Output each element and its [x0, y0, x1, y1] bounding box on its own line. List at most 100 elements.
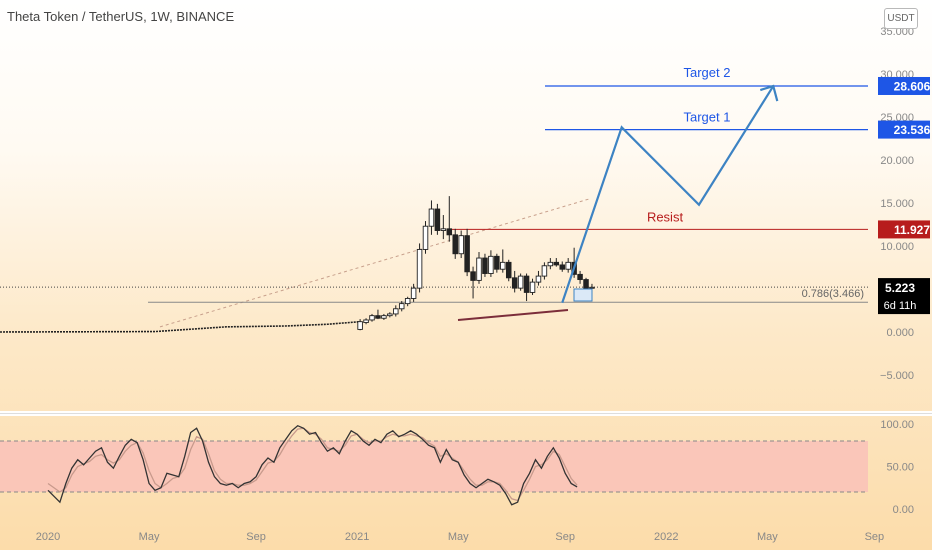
- candle-body-down: [482, 257, 488, 274]
- candle-body-up: [398, 303, 405, 310]
- candle[interactable]: [458, 230, 464, 259]
- candle[interactable]: [517, 273, 524, 291]
- candle-body-up: [589, 286, 595, 289]
- candle-body-up: [440, 228, 447, 231]
- candle-body-down: [375, 315, 381, 319]
- candle[interactable]: [381, 313, 387, 320]
- candle[interactable]: [369, 313, 375, 322]
- candle[interactable]: [565, 258, 571, 273]
- candle[interactable]: [541, 262, 548, 280]
- currency-badge[interactable]: USDT: [884, 8, 918, 29]
- candle[interactable]: [494, 253, 500, 273]
- candle[interactable]: [428, 200, 435, 235]
- rsi-axis-tick: 0.00: [893, 504, 914, 516]
- target2-label: Target 2: [684, 65, 731, 80]
- candle[interactable]: [482, 253, 488, 277]
- candle[interactable]: [410, 283, 417, 302]
- flat-price-line: [0, 320, 361, 333]
- candle[interactable]: [440, 215, 447, 240]
- candle-body-down: [446, 228, 453, 236]
- candle[interactable]: [404, 296, 411, 307]
- rsi-signal-line: [47, 427, 578, 502]
- candle-body-up: [500, 261, 506, 270]
- candle[interactable]: [529, 278, 536, 296]
- candle-body-down: [452, 234, 458, 255]
- time-axis-tick: May: [139, 531, 160, 543]
- support-trend-line: [457, 309, 569, 321]
- candle[interactable]: [535, 270, 542, 286]
- resist-price-label-bg: [878, 220, 930, 239]
- candle[interactable]: [398, 301, 405, 312]
- candle[interactable]: [434, 203, 441, 235]
- time-axis-tick: Sep: [865, 531, 885, 543]
- rsi-axis-tick: 100.00: [880, 419, 914, 431]
- candle-body-down: [583, 279, 589, 289]
- time-axis-tick: May: [757, 531, 778, 543]
- target1-price-label-bg: [878, 120, 930, 139]
- candle-body-up: [363, 319, 369, 323]
- candle[interactable]: [577, 270, 583, 284]
- entry-zone-box[interactable]: [573, 288, 593, 302]
- candle-body-up: [369, 315, 375, 321]
- candle[interactable]: [446, 196, 453, 242]
- time-axis-tick: 2021: [345, 531, 369, 543]
- candle[interactable]: [422, 221, 429, 254]
- candle-body-up: [547, 261, 554, 267]
- candle[interactable]: [505, 259, 512, 282]
- candle-body-up: [381, 315, 387, 319]
- candle-body-up: [488, 255, 494, 274]
- candle-body-up: [517, 275, 524, 289]
- candle-body-up: [422, 225, 429, 250]
- candle[interactable]: [470, 266, 476, 299]
- candle[interactable]: [363, 318, 369, 325]
- fib-label: 0.786(3.466): [802, 288, 864, 300]
- candle-body-up: [535, 275, 542, 283]
- candle[interactable]: [464, 228, 470, 277]
- candle-body-up: [565, 261, 571, 270]
- target2-price-label-text: 28.606: [894, 79, 931, 93]
- candle-body-down: [577, 273, 583, 280]
- candle[interactable]: [393, 305, 399, 317]
- candle[interactable]: [387, 312, 393, 318]
- chart-title: Theta Token / TetherUS, 1W, BINANCE: [7, 9, 235, 24]
- candle[interactable]: [547, 258, 554, 270]
- candle[interactable]: [511, 270, 518, 293]
- target1-label: Target 1: [684, 110, 731, 125]
- candle-body-up: [476, 257, 482, 281]
- candle-body-up: [387, 313, 393, 317]
- candle[interactable]: [375, 309, 381, 320]
- current-price-label[interactable]: 5.223 6d 11h: [878, 278, 930, 315]
- candle[interactable]: [476, 252, 482, 284]
- candle[interactable]: [416, 243, 423, 293]
- time-axis-tick: 2022: [654, 531, 678, 543]
- candle-body-up: [458, 235, 464, 255]
- projection-arrow[interactable]: [561, 85, 775, 304]
- rsi-band: [0, 441, 868, 492]
- price-axis-tick: 20.000: [880, 155, 914, 167]
- arrow-head-icon: [759, 84, 779, 102]
- candle[interactable]: [488, 250, 494, 277]
- target2-price-label[interactable]: 28.606: [878, 76, 931, 95]
- price-axis-tick: 10.000: [880, 241, 914, 253]
- candle-body-down: [464, 235, 470, 273]
- resist-price-label-text: 11.927: [894, 223, 930, 237]
- time-axis-tick: Sep: [246, 531, 266, 543]
- candle-body-up: [357, 321, 363, 330]
- price-axis-tick: −5.000: [880, 370, 914, 382]
- candle[interactable]: [452, 228, 458, 259]
- candle-body-up: [393, 308, 399, 315]
- target1-price-label[interactable]: 23.536: [878, 120, 931, 139]
- candle[interactable]: [523, 273, 530, 302]
- candle[interactable]: [357, 319, 363, 331]
- candle-body-down: [470, 271, 476, 281]
- candle[interactable]: [553, 258, 560, 267]
- candle-body-up: [404, 298, 411, 305]
- candle[interactable]: [500, 249, 506, 273]
- time-axis-tick: Sep: [555, 531, 575, 543]
- target1-price-label-text: 23.536: [894, 123, 931, 137]
- candle-body-down: [494, 255, 500, 270]
- resist-price-label[interactable]: 11.927: [878, 220, 930, 239]
- candle[interactable]: [559, 261, 565, 272]
- resist-label: Resist: [647, 209, 684, 224]
